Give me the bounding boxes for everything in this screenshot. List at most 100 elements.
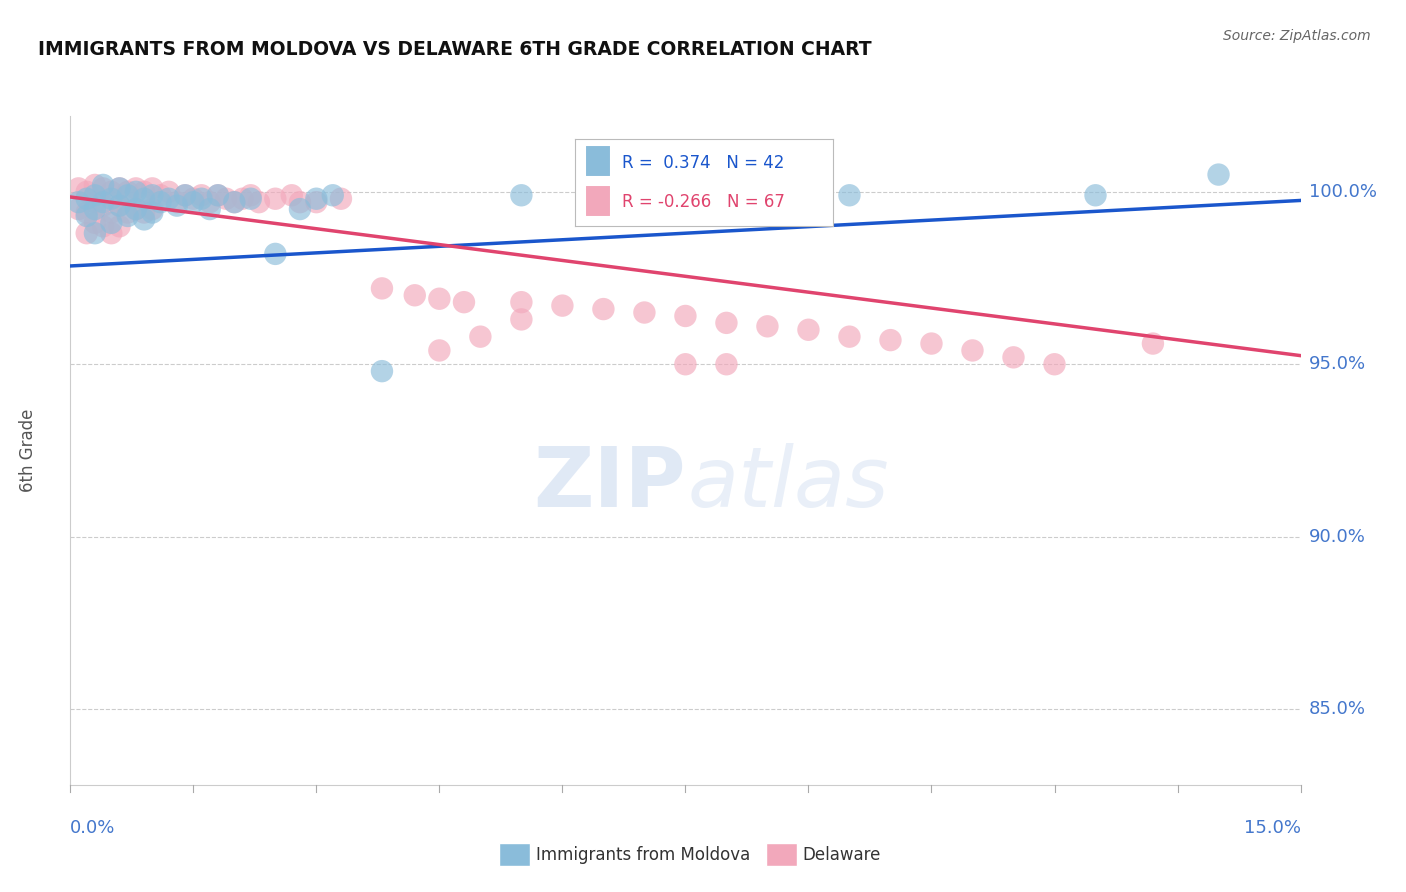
Point xyxy=(510,295,533,310)
Point xyxy=(551,299,574,313)
Text: 90.0%: 90.0% xyxy=(1309,528,1365,546)
Point xyxy=(67,202,90,216)
Point xyxy=(157,185,180,199)
Point xyxy=(67,181,90,195)
Point xyxy=(141,205,163,219)
Point xyxy=(322,188,344,202)
Point xyxy=(1084,188,1107,202)
Point xyxy=(132,185,156,199)
Point xyxy=(100,185,122,199)
Text: Immigrants from Moldova: Immigrants from Moldova xyxy=(536,846,749,863)
Point xyxy=(117,185,139,199)
Point xyxy=(429,292,451,306)
Point xyxy=(404,288,426,302)
Point xyxy=(67,195,90,210)
Point xyxy=(231,192,254,206)
Point xyxy=(716,357,738,371)
Point xyxy=(879,333,901,347)
Point xyxy=(84,202,107,216)
Point xyxy=(76,185,98,199)
Text: Source: ZipAtlas.com: Source: ZipAtlas.com xyxy=(1223,29,1371,43)
Point xyxy=(117,209,139,223)
Point xyxy=(510,312,533,326)
Point xyxy=(91,219,114,234)
Point xyxy=(125,181,148,195)
Point xyxy=(1002,351,1025,365)
Point xyxy=(91,199,114,213)
Point xyxy=(108,199,131,213)
Point xyxy=(838,188,860,202)
FancyBboxPatch shape xyxy=(585,145,610,177)
Point xyxy=(264,247,287,261)
Point xyxy=(305,192,328,206)
Point xyxy=(797,323,820,337)
Point xyxy=(91,178,114,192)
Text: atlas: atlas xyxy=(688,443,890,524)
Point xyxy=(756,181,779,195)
Point xyxy=(91,195,114,210)
Point xyxy=(141,188,163,202)
Point xyxy=(108,181,131,195)
Point xyxy=(125,185,148,199)
Point xyxy=(132,212,156,227)
Point xyxy=(84,178,107,192)
Point xyxy=(84,216,107,230)
Point xyxy=(108,219,131,234)
Point xyxy=(675,357,697,371)
Point xyxy=(224,195,246,210)
Point xyxy=(371,281,394,295)
Text: R = -0.266   N = 67: R = -0.266 N = 67 xyxy=(623,193,786,211)
Point xyxy=(962,343,984,358)
Text: 0.0%: 0.0% xyxy=(70,819,115,837)
Text: 6th Grade: 6th Grade xyxy=(20,409,37,492)
Text: 95.0%: 95.0% xyxy=(1309,355,1367,373)
Point xyxy=(108,199,131,213)
Point xyxy=(166,199,188,213)
Point xyxy=(125,202,148,216)
Point xyxy=(264,192,287,206)
Text: R =  0.374   N = 42: R = 0.374 N = 42 xyxy=(623,153,785,172)
Point xyxy=(149,188,172,202)
Point xyxy=(756,319,779,334)
Point xyxy=(281,188,304,202)
Point xyxy=(117,205,139,219)
Point xyxy=(633,305,655,319)
Point xyxy=(207,188,229,202)
Point xyxy=(215,192,238,206)
Point xyxy=(1043,357,1066,371)
Point xyxy=(305,195,328,210)
Point xyxy=(141,202,163,216)
Point xyxy=(239,192,262,206)
Point xyxy=(117,188,139,202)
Point xyxy=(166,195,188,210)
Point xyxy=(125,202,148,216)
Point xyxy=(198,195,221,210)
Point xyxy=(183,192,205,206)
Point xyxy=(183,195,205,210)
Point xyxy=(1208,168,1230,182)
Point xyxy=(470,329,492,343)
Point xyxy=(330,192,353,206)
Point xyxy=(84,188,107,202)
Point xyxy=(174,188,197,202)
Point xyxy=(190,188,212,202)
Text: 15.0%: 15.0% xyxy=(1243,819,1301,837)
Point xyxy=(84,226,107,240)
Point xyxy=(921,336,943,351)
Point xyxy=(76,209,98,223)
Point xyxy=(91,181,114,195)
Point xyxy=(675,309,697,323)
Point xyxy=(247,195,270,210)
Point xyxy=(510,188,533,202)
Point xyxy=(1142,336,1164,351)
Point xyxy=(76,226,98,240)
Point xyxy=(371,364,394,378)
Point xyxy=(207,188,229,202)
Point xyxy=(716,316,738,330)
Point xyxy=(149,195,172,210)
Point xyxy=(100,192,122,206)
Point xyxy=(198,202,221,216)
Point xyxy=(592,301,614,316)
Point xyxy=(429,343,451,358)
Point xyxy=(675,174,697,188)
